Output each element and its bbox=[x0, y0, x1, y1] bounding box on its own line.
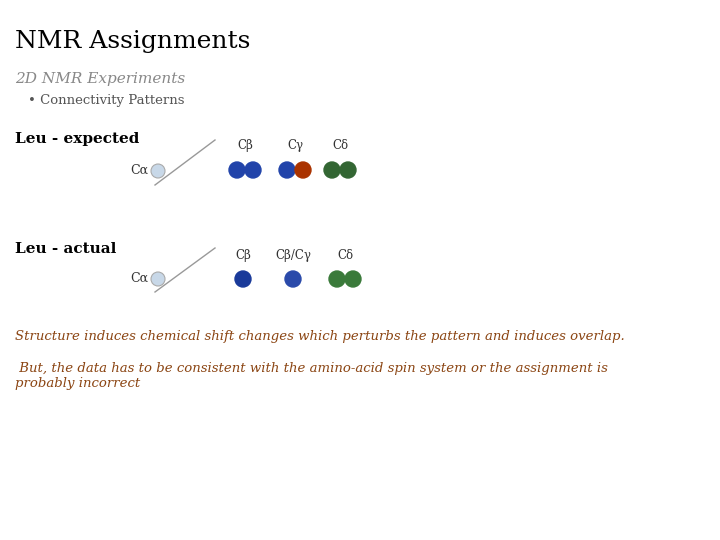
Text: But, the data has to be consistent with the amino-acid spin system or the assign: But, the data has to be consistent with … bbox=[15, 362, 608, 390]
Circle shape bbox=[245, 162, 261, 178]
Text: Cβ/Cγ: Cβ/Cγ bbox=[275, 249, 311, 262]
Text: NMR Assignments: NMR Assignments bbox=[15, 30, 251, 53]
Text: Leu - expected: Leu - expected bbox=[15, 132, 140, 146]
Circle shape bbox=[229, 162, 245, 178]
Text: Cδ: Cδ bbox=[332, 139, 348, 152]
Text: Structure induces chemical shift changes which perturbs the pattern and induces : Structure induces chemical shift changes… bbox=[15, 330, 625, 343]
Circle shape bbox=[329, 271, 345, 287]
Text: • Connectivity Patterns: • Connectivity Patterns bbox=[28, 94, 184, 107]
Text: Cβ: Cβ bbox=[235, 249, 251, 262]
Text: Cβ: Cβ bbox=[237, 139, 253, 152]
Text: Cα: Cα bbox=[130, 164, 148, 177]
Circle shape bbox=[151, 164, 165, 178]
Circle shape bbox=[285, 271, 301, 287]
Text: Cδ: Cδ bbox=[337, 249, 353, 262]
Text: 2D NMR Experiments: 2D NMR Experiments bbox=[15, 72, 185, 86]
Circle shape bbox=[340, 162, 356, 178]
Circle shape bbox=[235, 271, 251, 287]
Circle shape bbox=[345, 271, 361, 287]
Circle shape bbox=[279, 162, 295, 178]
Text: Leu - actual: Leu - actual bbox=[15, 242, 117, 256]
Text: Cγ: Cγ bbox=[287, 139, 303, 152]
Circle shape bbox=[324, 162, 340, 178]
Text: Cα: Cα bbox=[130, 272, 148, 285]
Circle shape bbox=[151, 272, 165, 286]
Circle shape bbox=[295, 162, 311, 178]
